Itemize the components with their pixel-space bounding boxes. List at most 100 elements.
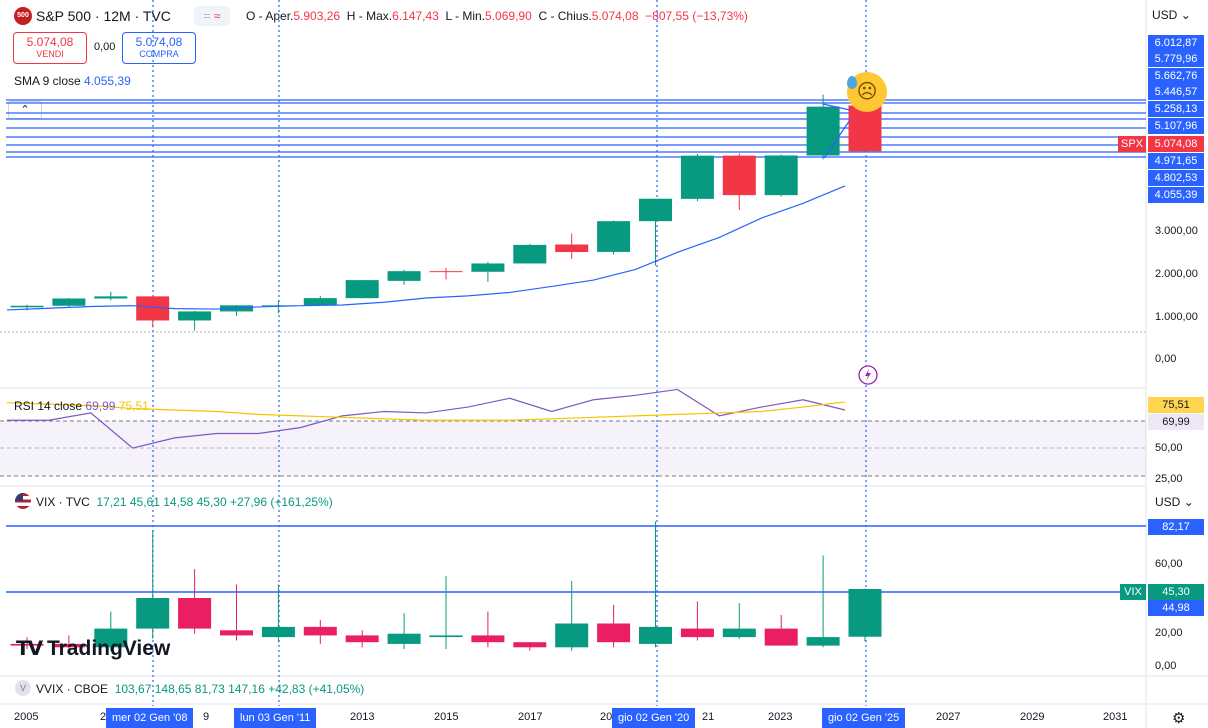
vix-candle	[471, 635, 505, 643]
vix-candle	[136, 598, 170, 629]
sweat-drop-icon	[847, 76, 857, 89]
vix-candle	[303, 626, 337, 636]
time-axis-label: 2027	[936, 711, 961, 723]
price-tag: 6.012,87	[1148, 35, 1204, 51]
tradingview-logo: 𝗧𝗩 TradingView	[16, 637, 171, 660]
settings-icon[interactable]: ⚙	[1172, 710, 1186, 727]
vix-candle	[555, 623, 589, 648]
lightning-icon[interactable]	[858, 365, 878, 385]
date-tag: lun 03 Gen '11	[234, 708, 317, 728]
price-tag: 4.971,65	[1148, 153, 1204, 169]
wave-icon: ≈	[213, 9, 221, 23]
price-candle	[429, 271, 463, 273]
horizontal-levels	[6, 99, 1146, 158]
date-tag: gio 02 Gen '20	[612, 708, 696, 728]
price-axis-tick: 0,00	[1155, 353, 1177, 365]
vix-candle	[848, 588, 882, 637]
symbol-title[interactable]: S&P 500 · 12M · TVC	[36, 8, 171, 24]
vix-candle	[806, 637, 840, 646]
currency-select[interactable]: USD ⌄	[1152, 8, 1191, 22]
price-tag: 5.107,96	[1148, 118, 1204, 134]
vix-candle	[764, 628, 798, 646]
time-axis-label: 9	[203, 711, 210, 723]
price-tag: 5.662,76	[1148, 68, 1204, 84]
emoji-marker-icon[interactable]: ☹	[847, 72, 887, 112]
price-candle	[178, 311, 212, 321]
vix-candle	[597, 623, 631, 643]
rsi-axis-tick: 50,00	[1155, 442, 1183, 454]
spread-value: 0,00	[94, 41, 116, 53]
symbol-logo[interactable]: 500	[14, 7, 32, 25]
time-axis-label: 2015	[434, 711, 459, 723]
price-candle	[680, 155, 714, 199]
date-tag: mer 02 Gen '08	[106, 708, 194, 728]
price-candle	[10, 305, 44, 308]
vix-candle	[178, 598, 212, 629]
vix-level-tag: 82,17	[1148, 519, 1204, 535]
rsi-axis-tick: 25,00	[1155, 473, 1183, 485]
tv-logo-icon: 𝗧𝗩	[16, 638, 43, 660]
vix-candle	[261, 626, 295, 638]
vix-axis-tick: 20,00	[1155, 627, 1183, 639]
price-candle	[387, 271, 421, 281]
price-candle	[471, 263, 505, 272]
vix-axis-tick: 60,00	[1155, 558, 1183, 570]
us-flag-icon	[15, 493, 31, 509]
price-candle	[303, 298, 337, 306]
price-candle	[764, 155, 798, 196]
date-tag: gio 02 Gen '25	[822, 708, 906, 728]
price-axis-tick: 2.000,00	[1155, 268, 1198, 280]
price-candle	[722, 155, 756, 196]
equal-icon: =	[203, 9, 211, 23]
sma-line	[6, 185, 846, 311]
price-candle	[806, 106, 840, 156]
price-axis-tick: 3.000,00	[1155, 225, 1198, 237]
price-candle	[639, 198, 672, 222]
time-axis-label: 2	[100, 711, 107, 723]
time-axis-label: 21	[702, 711, 715, 723]
vix-legend[interactable]: VIX · TVC 17,21 45,61 14,58 45,30 +27,96…	[36, 495, 333, 509]
price-axis-tick: 1.000,00	[1155, 311, 1198, 323]
price-candle	[52, 298, 86, 306]
price-candle	[555, 244, 589, 253]
vix-candle	[345, 635, 379, 643]
vix-candle	[639, 626, 672, 644]
rsi-ma-line	[6, 401, 846, 421]
time-axis-label: 2005	[14, 711, 39, 723]
price-candle	[345, 280, 379, 299]
ohlc-values: O - Aper.5.903,26 H - Max.6.147,43 L - M…	[246, 9, 748, 23]
rsi-ma-tag: 75,51	[1148, 397, 1204, 413]
time-axis-label: 2029	[1020, 711, 1045, 723]
rsi-legend[interactable]: RSI 14 close 69,99 75,51	[14, 399, 149, 413]
price-candle	[597, 221, 631, 252]
rsi-lines	[6, 388, 846, 449]
vix-candle	[220, 630, 253, 636]
price-candle	[848, 105, 882, 152]
time-axis-label: 2013	[350, 711, 375, 723]
vix-candle	[10, 643, 44, 646]
price-candles	[6, 92, 882, 331]
buy-button[interactable]: 5.074,08 COMPRA	[122, 32, 196, 64]
price-tag: 5.446,57	[1148, 84, 1204, 100]
price-tag: 5.258,13	[1148, 101, 1204, 117]
vix-candle	[94, 628, 128, 648]
vix-last-tag: 45,30	[1148, 584, 1204, 600]
vix-candle	[52, 643, 86, 648]
vvix-legend[interactable]: VVIX · CBOE 103,67 148,65 81,73 147,16 +…	[36, 682, 365, 696]
time-axis-label: 2023	[768, 711, 793, 723]
price-candle	[513, 244, 547, 264]
sma-legend[interactable]: SMA 9 close 4.055,39	[14, 74, 131, 88]
vix-candle	[387, 633, 421, 644]
vix-symbol-tag: VIX	[1120, 584, 1146, 600]
rsi-tag: 69,99	[1148, 414, 1204, 430]
price-candle	[94, 296, 128, 299]
vix-candles	[10, 521, 882, 651]
vix-currency-select[interactable]: USD ⌄	[1155, 495, 1194, 509]
time-axis-label: 20	[600, 711, 613, 723]
symbol-toggle-button[interactable]: = ≈	[194, 6, 230, 26]
sell-button[interactable]: 5.074,08 VENDI	[13, 32, 87, 64]
vix-candle	[722, 628, 756, 638]
time-axis-label: 2017	[518, 711, 543, 723]
price-tag: 4.802,53	[1148, 170, 1204, 186]
